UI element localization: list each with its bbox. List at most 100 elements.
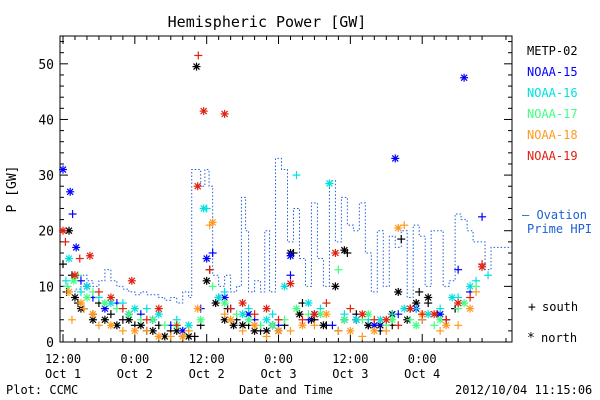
point-noaa-19-north [358, 310, 367, 319]
point-noaa-19-north [310, 310, 319, 319]
point-noaa-15-north [391, 154, 400, 163]
y-tick-label: 50 [38, 58, 54, 73]
x-tick-date: Oct 2 [117, 367, 153, 381]
y-tick-label: 20 [38, 225, 54, 240]
point-noaa-16-north [400, 304, 409, 313]
point-noaa-18-south [166, 332, 175, 341]
data-points [59, 51, 493, 341]
point-metp-02-north [124, 315, 133, 324]
point-noaa-15-south [454, 265, 463, 274]
point-metp-02-north [192, 62, 201, 71]
x-tick-time: 12:00 [332, 352, 368, 366]
legend-noaa-15: NOAA-15 [527, 65, 578, 79]
point-noaa-19-south [394, 321, 403, 330]
point-noaa-18-north [274, 326, 283, 335]
point-noaa-18-south [67, 315, 76, 324]
point-noaa-19-south [94, 287, 103, 296]
point-metp-02-north [70, 293, 79, 302]
point-noaa-18-north [322, 310, 331, 319]
point-noaa-19-north [199, 107, 208, 116]
x-axis-label: Date and Time [239, 383, 333, 397]
point-noaa-17-north [340, 315, 349, 324]
point-noaa-16-north [262, 315, 271, 324]
point-noaa-18-south [142, 326, 151, 335]
north-label: north [541, 331, 577, 345]
x-tick-date: Oct 1 [45, 367, 81, 381]
point-noaa-19-south [250, 310, 259, 319]
x-tick-date: Oct 4 [404, 367, 440, 381]
point-noaa-18-south [334, 326, 343, 335]
point-noaa-18-north [130, 326, 139, 335]
point-metp-02-north [64, 226, 73, 235]
point-noaa-15-north [59, 165, 67, 174]
point-noaa-17-south [430, 321, 439, 330]
point-noaa-16-south [61, 276, 70, 285]
point-noaa-19-south [346, 304, 355, 313]
point-noaa-19-north [454, 299, 463, 308]
point-noaa-19-north [478, 262, 487, 271]
point-noaa-18-north [226, 315, 235, 324]
point-noaa-16-north [304, 299, 313, 308]
point-noaa-19-north [286, 279, 295, 288]
point-noaa-15-south [328, 321, 337, 330]
point-noaa-16-south [484, 271, 493, 280]
point-noaa-17-south [63, 282, 72, 291]
point-noaa-17-north [69, 276, 78, 285]
point-noaa-15-north [66, 187, 75, 196]
point-metp-02-north [424, 293, 433, 302]
point-noaa-18-south [220, 310, 229, 319]
point-noaa-19-south [194, 51, 203, 60]
point-noaa-16-south [142, 304, 151, 313]
point-noaa-17-north [220, 299, 229, 308]
point-noaa-19-south [322, 299, 331, 308]
point-noaa-15-south [286, 271, 295, 280]
plot-frame [59, 35, 513, 343]
point-metp-02-south [415, 287, 424, 296]
point-noaa-18-south [436, 326, 445, 335]
point-noaa-15-north [286, 251, 295, 260]
x-tick-time: 0:00 [120, 352, 149, 366]
x-tick-time: 12:00 [45, 352, 81, 366]
legend: METP-02 NOAA-15 NOAA-16 NOAA-17 NOAA-18 NOAA-… [527, 44, 578, 163]
point-noaa-19-north [262, 304, 271, 313]
ovation-prime-hpi-line [63, 157, 512, 304]
point-noaa-19-north [220, 109, 229, 118]
point-noaa-17-south [406, 315, 415, 324]
point-noaa-19-south [226, 304, 235, 313]
point-noaa-18-south [286, 326, 295, 335]
y-tick-label: 30 [38, 169, 54, 184]
point-noaa-18-south [310, 321, 319, 330]
point-noaa-16-south [436, 304, 445, 313]
point-noaa-15-north [460, 73, 469, 82]
point-noaa-19-north [430, 310, 439, 319]
point-noaa-16-north [448, 293, 457, 302]
legend-noaa-18: NOAA-18 [527, 128, 578, 142]
point-noaa-18-north [466, 304, 475, 313]
x-tick-date: Oct 2 [189, 367, 225, 381]
point-noaa-16-north [199, 204, 208, 213]
x-tick-time: 0:00 [264, 352, 293, 366]
point-noaa-19-north [85, 251, 94, 260]
point-noaa-17-north [82, 293, 91, 302]
point-noaa-19-north [154, 304, 163, 313]
point-metp-02-north [340, 246, 349, 255]
point-noaa-19-north [406, 304, 415, 313]
point-noaa-16-south [76, 287, 85, 296]
point-noaa-18-north [394, 223, 403, 232]
point-noaa-16-north [280, 282, 289, 291]
point-noaa-18-south [238, 326, 247, 335]
point-noaa-18-north [208, 218, 217, 227]
point-noaa-18-south [400, 221, 409, 230]
point-noaa-19-south [298, 315, 307, 324]
point-noaa-19-south [118, 304, 127, 313]
point-noaa-16-north [130, 304, 139, 313]
point-noaa-19-south [442, 315, 451, 324]
point-noaa-18-north [76, 299, 85, 308]
chart-title: Hemispheric Power [GW] [168, 13, 367, 31]
point-noaa-15-south [76, 276, 85, 285]
point-noaa-17-north [412, 321, 421, 330]
point-noaa-19-north [70, 271, 79, 280]
point-noaa-19-south [466, 293, 475, 302]
point-noaa-15-north [100, 304, 109, 313]
point-noaa-19-south [205, 265, 214, 274]
